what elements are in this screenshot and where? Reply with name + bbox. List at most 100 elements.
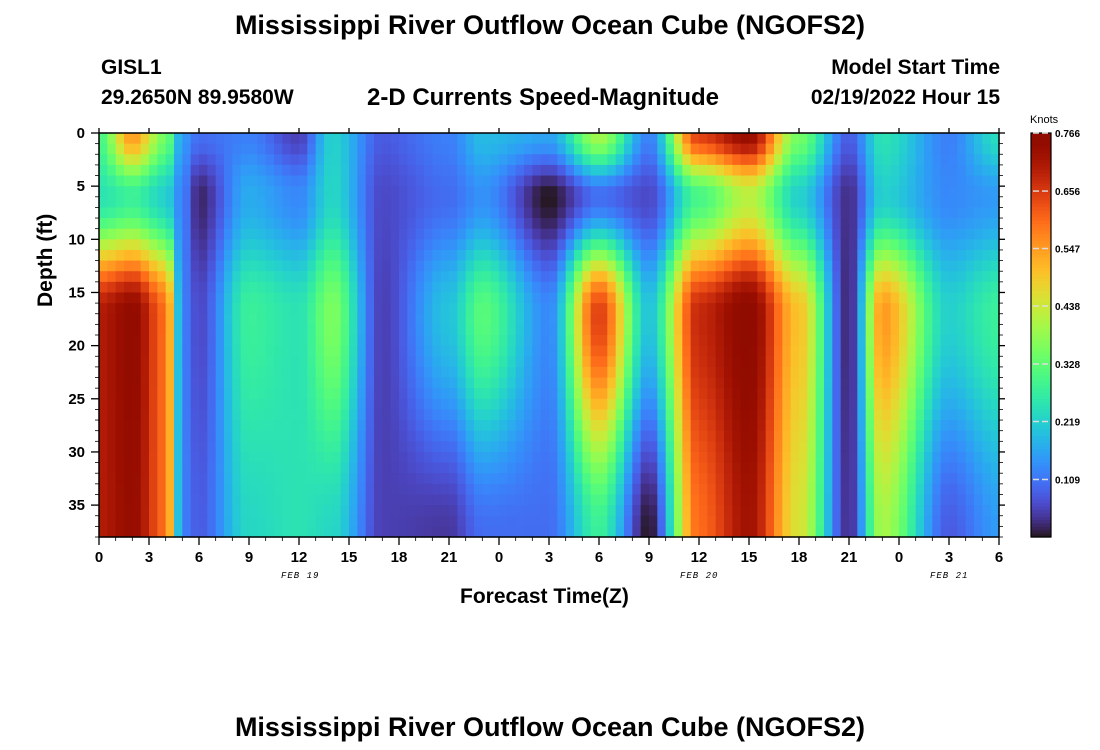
heatmap-cell — [499, 281, 508, 294]
heatmap-cell — [807, 377, 817, 389]
heatmap-cell — [140, 441, 150, 453]
heatmap-cell — [949, 324, 958, 336]
colorbar-step — [1031, 395, 1051, 400]
heatmap-cell — [482, 420, 492, 432]
heatmap-cell — [415, 218, 425, 230]
heatmap-cell — [957, 356, 967, 368]
heatmap-cell — [390, 313, 400, 325]
heatmap-cell — [324, 303, 333, 315]
heatmap-cell — [782, 133, 792, 145]
heatmap-cell — [99, 186, 108, 198]
heatmap-cell — [715, 196, 725, 209]
x-tick-label: 3 — [945, 549, 953, 566]
heatmap-cell — [190, 207, 200, 219]
heatmap-cell — [174, 281, 183, 294]
heatmap-cell — [957, 303, 967, 315]
heatmap-cell — [149, 133, 158, 145]
heatmap-cell — [265, 196, 275, 209]
heatmap-cell — [490, 175, 500, 187]
heatmap-cell — [799, 430, 808, 442]
heatmap-cell — [940, 154, 950, 166]
heatmap-cell — [340, 366, 350, 379]
heatmap-cell — [774, 260, 783, 272]
heatmap-cell — [840, 239, 850, 251]
heatmap-cell — [890, 515, 900, 527]
heatmap-cell — [399, 420, 408, 432]
heatmap-cell — [649, 366, 658, 379]
heatmap-cell — [365, 366, 375, 379]
heatmap-cell — [757, 228, 767, 240]
heatmap-cell — [574, 420, 583, 432]
heatmap-cell — [182, 505, 192, 517]
heatmap-cell — [807, 409, 817, 421]
heatmap-cell — [874, 356, 883, 368]
heatmap-cell — [965, 249, 975, 262]
heatmap-cell — [990, 409, 1000, 421]
heatmap-cell — [424, 260, 433, 272]
heatmap-cell — [574, 409, 583, 421]
heatmap-cell — [640, 420, 650, 432]
heatmap-cell — [907, 175, 917, 187]
heatmap-cell — [657, 451, 667, 464]
heatmap-cell — [607, 271, 617, 283]
heatmap-cell — [349, 377, 358, 389]
heatmap-cell — [707, 409, 717, 421]
heatmap-cell — [882, 441, 892, 453]
heatmap-cell — [707, 239, 717, 251]
heatmap-cell — [149, 303, 158, 315]
heatmap-cell — [782, 271, 792, 283]
heatmap-cell — [815, 303, 825, 315]
heatmap-cell — [374, 494, 383, 506]
heatmap-cell — [540, 292, 550, 304]
heatmap-cell — [765, 505, 775, 517]
heatmap-cell — [590, 143, 600, 155]
heatmap-cell — [990, 366, 1000, 379]
heatmap-cell — [274, 175, 283, 187]
heatmap-cell — [190, 218, 200, 230]
heatmap-cell — [424, 207, 433, 219]
heatmap-cell — [274, 473, 283, 485]
heatmap-cell — [299, 335, 308, 347]
heatmap-cell — [115, 366, 125, 379]
heatmap-cell — [874, 451, 883, 464]
heatmap-cell — [915, 451, 925, 464]
heatmap-cell — [949, 133, 958, 145]
heatmap-cell — [632, 175, 642, 187]
heatmap-cell — [599, 281, 608, 294]
heatmap-cell — [732, 451, 742, 464]
heatmap-cell — [115, 420, 125, 432]
heatmap-cell — [315, 526, 325, 538]
heatmap-cell — [824, 196, 833, 209]
heatmap-cell — [99, 356, 108, 368]
heatmap-cell — [332, 249, 342, 262]
heatmap-cell — [315, 143, 325, 155]
heatmap-cell — [549, 207, 558, 219]
heatmap-cell — [374, 303, 383, 315]
heatmap-cell — [382, 505, 392, 517]
heatmap-cell — [690, 377, 700, 389]
heatmap-cell — [190, 164, 200, 177]
heatmap-cell — [665, 249, 675, 262]
heatmap-cell — [832, 335, 842, 347]
colorbar-step — [1031, 415, 1051, 420]
heatmap-cell — [682, 356, 692, 368]
heatmap-cell — [890, 186, 900, 198]
heatmap-cell — [282, 441, 292, 453]
heatmap-cell — [740, 303, 750, 315]
heatmap-cell — [224, 388, 233, 400]
heatmap-cell — [182, 228, 192, 240]
heatmap-cell — [307, 154, 317, 166]
heatmap-cell — [332, 494, 342, 506]
heatmap-cell — [399, 398, 408, 411]
heatmap-cell — [824, 292, 833, 304]
heatmap-cell — [107, 260, 117, 272]
heatmap-cell — [665, 356, 675, 368]
heatmap-cell — [824, 143, 833, 155]
heatmap-cell — [465, 143, 475, 155]
heatmap-cell — [190, 356, 200, 368]
heatmap-cell — [782, 154, 792, 166]
heatmap-cell — [157, 366, 167, 379]
heatmap-cell — [607, 324, 617, 336]
heatmap-cell — [274, 239, 283, 251]
heatmap-cell — [190, 292, 200, 304]
